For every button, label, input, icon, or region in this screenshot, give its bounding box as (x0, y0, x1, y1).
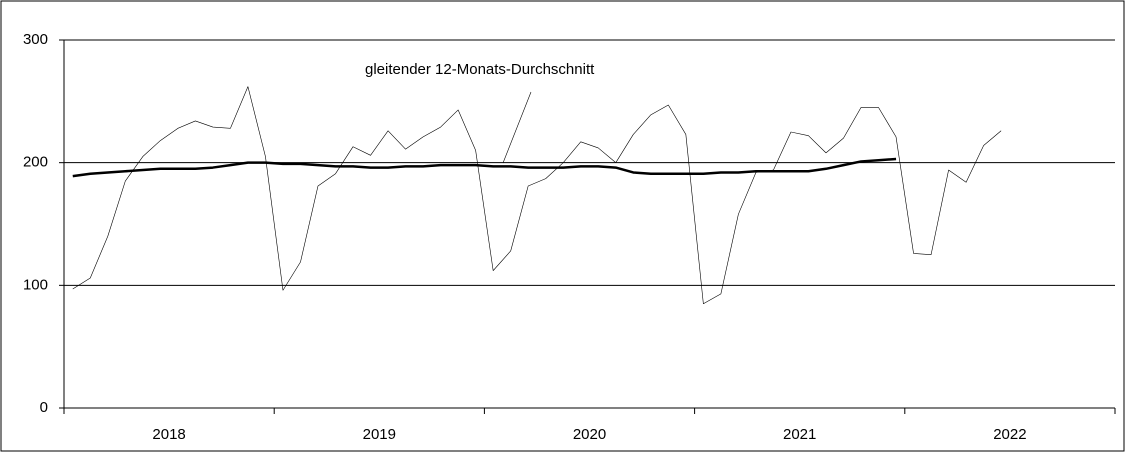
series-line (72, 86, 1002, 305)
series-line (72, 157, 897, 178)
x-group-label: 2022 (993, 426, 1026, 443)
y-tick-label: 100 (23, 276, 48, 293)
y-tick-label: 300 (23, 31, 48, 48)
x-group-label: 2018 (152, 426, 185, 443)
y-tick-label: 200 (23, 154, 48, 171)
x-group-label: 2020 (573, 426, 606, 443)
x-group-label: 2019 (363, 426, 396, 443)
annotation: gleitender 12-Monats-Durchschnitt (365, 61, 595, 78)
x-group-label: 2021 (783, 426, 816, 443)
y-tick-label: 0 (40, 399, 48, 416)
annotation-leader (502, 91, 532, 164)
